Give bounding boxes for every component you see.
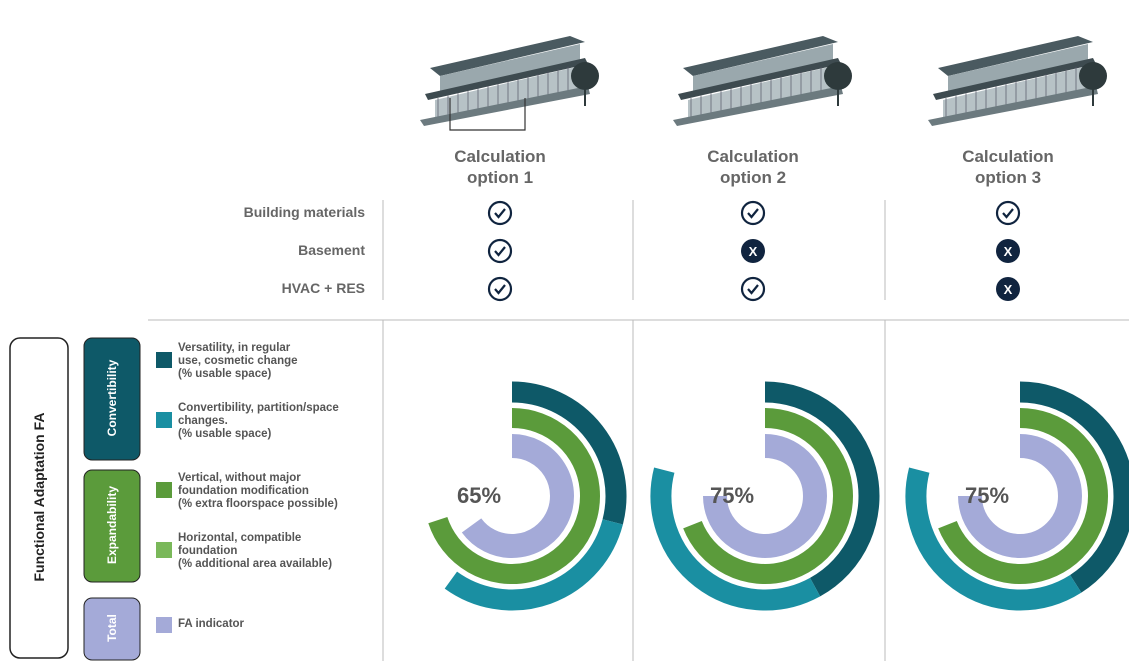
cross-mark: X (1004, 244, 1013, 259)
legend-text: Vertical, without major foundation modif… (178, 472, 338, 510)
group-box (83, 337, 141, 461)
ring-segment (511, 381, 627, 525)
roof (430, 36, 585, 76)
check-mark (747, 284, 759, 295)
slab (425, 58, 588, 100)
legend-swatch (156, 482, 172, 498)
ring-segment (938, 408, 1108, 584)
group-box (83, 597, 141, 661)
ground-slab (928, 86, 1098, 126)
basement (449, 98, 526, 131)
ground-slab (420, 86, 590, 126)
roof (683, 36, 838, 76)
legend-swatch (156, 352, 172, 368)
legend-text: FA indicator (178, 618, 245, 630)
cross-icon (741, 239, 765, 263)
fa-value: 75% (965, 483, 1010, 508)
ring-segment (958, 434, 1082, 558)
floor-lower (688, 66, 833, 120)
row-label: HVAC + RES (281, 280, 365, 296)
check-mark (494, 246, 506, 257)
row-label: Building materials (243, 204, 365, 220)
check-mark (494, 208, 506, 219)
legend-text: Horizontal, compatible foundation (% add… (178, 532, 333, 570)
check-icon (487, 238, 513, 264)
check-icon (740, 276, 766, 302)
ring-segment (683, 408, 853, 584)
ring-segment (703, 434, 827, 558)
option-title: Calculation option 2 (707, 147, 799, 187)
building (420, 36, 599, 131)
cross-icon (996, 239, 1020, 263)
tree (824, 62, 852, 90)
building (928, 36, 1107, 126)
check-mark (494, 284, 506, 295)
check-mark (747, 208, 759, 219)
check-icon (740, 200, 766, 226)
ring-segment (428, 408, 600, 584)
floor-lower (943, 66, 1088, 120)
floor-upper (440, 44, 580, 94)
side-title: Functional Adaptation FA (31, 412, 47, 582)
ring-segment (764, 381, 880, 597)
floor-upper (948, 44, 1088, 94)
check-mark (1002, 208, 1014, 219)
check-icon (995, 200, 1021, 226)
ring-segment (1019, 381, 1129, 593)
building (673, 36, 852, 126)
tree (571, 62, 599, 90)
floor-upper (693, 44, 833, 94)
ground-slab (673, 86, 843, 126)
legend-text: Versatility, in regular use, cosmetic ch… (178, 342, 298, 380)
legend-swatch (156, 617, 172, 633)
group-label: Expandability (105, 485, 119, 565)
option-title: Calculation option 1 (454, 147, 546, 187)
roof (938, 36, 1093, 76)
legend-swatch (156, 542, 172, 558)
cross-mark: X (1004, 282, 1013, 297)
slab (933, 58, 1096, 100)
check-icon (487, 200, 513, 226)
check-icon (487, 276, 513, 302)
legend-text: Convertibility, partition/space changes.… (178, 402, 339, 440)
ring-segment (905, 467, 1082, 611)
side-box (9, 337, 69, 659)
group-label: Convertibility (105, 359, 119, 437)
ring-segment (444, 519, 623, 611)
option-title: Calculation option 3 (962, 147, 1054, 187)
group-box (83, 469, 141, 583)
floor-lower (435, 66, 580, 120)
fa-value: 75% (710, 483, 755, 508)
fa-value: 65% (457, 483, 502, 508)
cross-icon (996, 277, 1020, 301)
cross-mark: X (749, 244, 758, 259)
group-label: Total (105, 614, 119, 642)
row-label: Basement (298, 242, 365, 258)
ring-segment (461, 434, 574, 558)
tree (1079, 62, 1107, 90)
legend-swatch (156, 412, 172, 428)
ring-segment (650, 467, 821, 611)
slab (678, 58, 841, 100)
